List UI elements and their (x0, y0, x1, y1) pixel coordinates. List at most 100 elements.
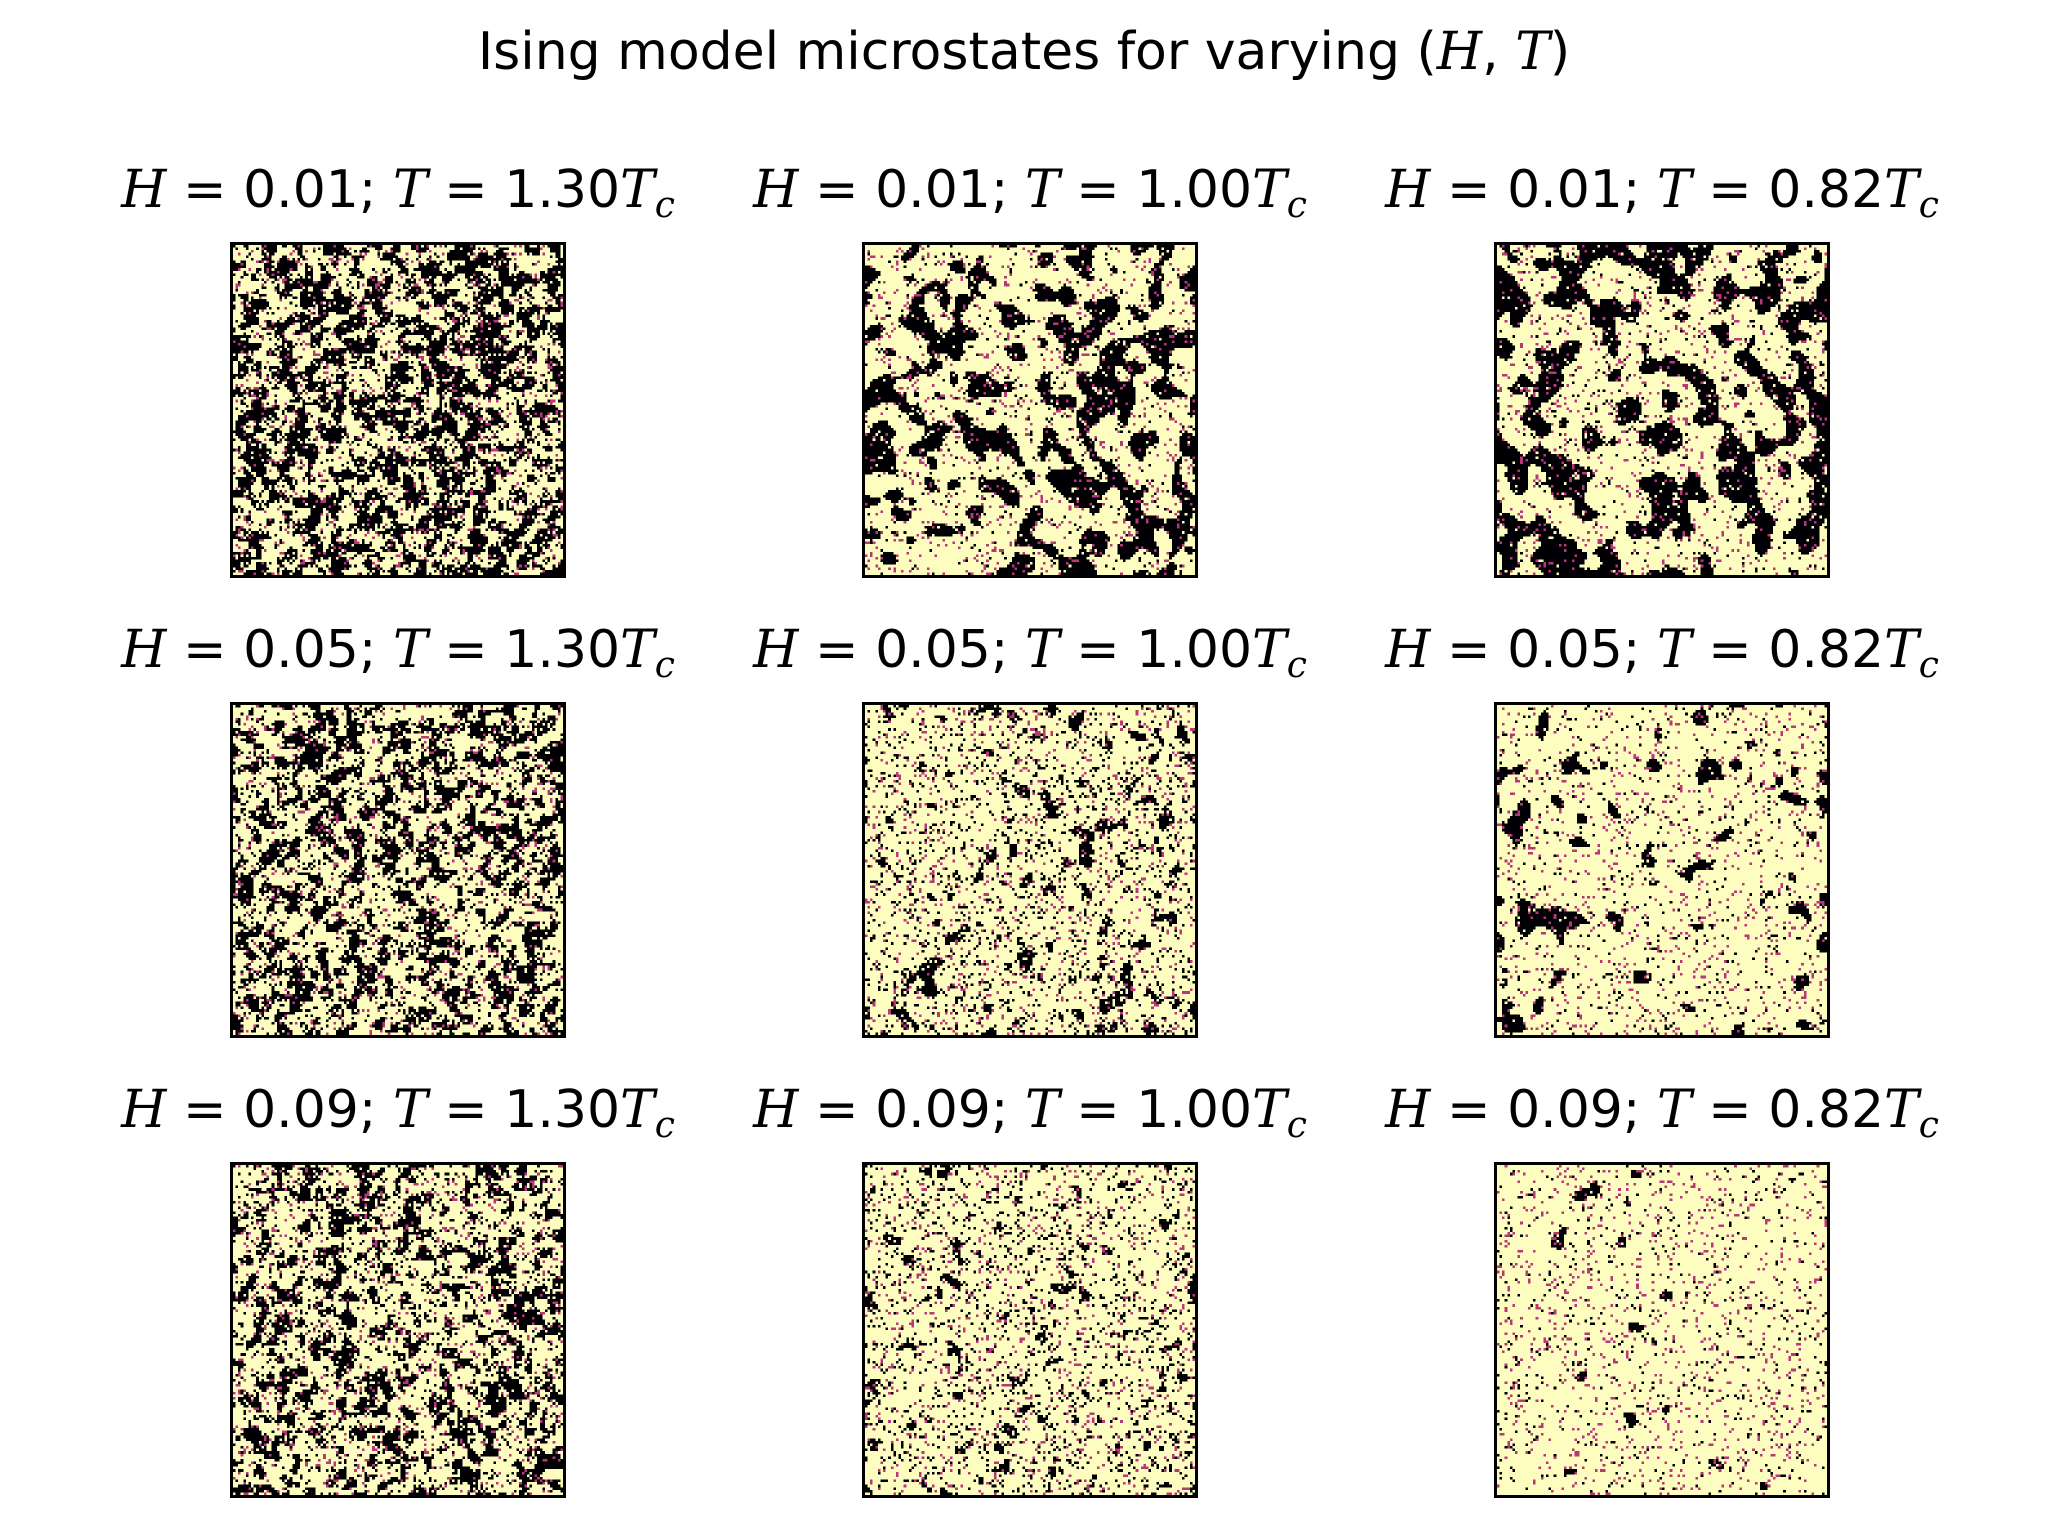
panel-title-eq: = (1059, 1080, 1137, 1140)
figure-title-suffix: ) (1549, 22, 1571, 82)
panel-title-sep: ; (990, 1080, 1025, 1140)
panel-title-eq: = (798, 620, 876, 680)
panel-title: H = 0.05; T = 1.30Tc (118, 620, 678, 684)
panel-title-eq: = (1691, 1080, 1769, 1140)
panel-title-sep: ; (358, 160, 393, 220)
spin-lattice-heatmap (1494, 1162, 1830, 1498)
panel-title-t-value: 0.82 (1768, 620, 1885, 680)
spin-lattice-heatmap (1494, 242, 1830, 578)
panel-title-tc-subscript: c (654, 185, 675, 226)
panel-title-eq: = (1430, 620, 1508, 680)
panel-title-h-symbol: H (121, 160, 167, 220)
panel-title-tc-symbol: T (620, 620, 655, 680)
panel-title-tc-subscript: c (1286, 185, 1307, 226)
panel-title-t-value: 1.00 (1136, 620, 1253, 680)
spin-lattice-heatmap (862, 702, 1198, 1038)
panel-title-tc-subscript: c (1286, 1105, 1307, 1146)
panel-title-sep: ; (1622, 160, 1657, 220)
panel-title-sep: ; (1622, 620, 1657, 680)
panel-title-eq: = (166, 1080, 244, 1140)
panel-title-tc-symbol: T (1252, 620, 1287, 680)
panel-title-h-symbol: H (753, 620, 799, 680)
panel-title-t-symbol: T (1656, 160, 1692, 220)
panel-title-tc-subscript: c (1286, 645, 1307, 686)
panel-title-tc-subscript: c (1918, 1105, 1939, 1146)
panel-title-eq: = (427, 160, 505, 220)
panel-title-t-symbol: T (1656, 620, 1692, 680)
figure-title-t: T (1515, 22, 1550, 82)
spin-lattice-heatmap (1494, 702, 1830, 1038)
panel-title-h-value: 0.09 (875, 1080, 991, 1140)
panel-title-t-symbol: T (1656, 1080, 1692, 1140)
panel-title-t-symbol: T (392, 160, 428, 220)
panel-title-t-symbol: T (1024, 620, 1060, 680)
panel-title-sep: ; (990, 160, 1025, 220)
panel-title: H = 0.05; T = 0.82Tc (1382, 620, 1942, 684)
panel-title-t-symbol: T (1024, 160, 1060, 220)
panel-title-h-value: 0.01 (875, 160, 991, 220)
figure-title-prefix: Ising model microstates for varying ( (477, 22, 1437, 82)
panel-title: H = 0.01; T = 0.82Tc (1382, 160, 1942, 224)
panel-title-tc-symbol: T (1252, 160, 1287, 220)
panel-title-eq: = (1691, 620, 1769, 680)
panel-title-t-value: 0.82 (1768, 1080, 1885, 1140)
panel-title-h-value: 0.09 (243, 1080, 359, 1140)
panel-title-h-symbol: H (753, 160, 799, 220)
panel-title-eq: = (798, 160, 876, 220)
panel-title-eq: = (427, 1080, 505, 1140)
panel-title-eq: = (166, 620, 244, 680)
panel-title: H = 0.05; T = 1.00Tc (750, 620, 1310, 684)
panel-title-eq: = (1059, 160, 1137, 220)
panel-title-tc-subscript: c (1918, 185, 1939, 226)
panel-title-tc-symbol: T (620, 160, 655, 220)
panel-title-t-symbol: T (392, 620, 428, 680)
panel-title-h-value: 0.05 (875, 620, 991, 680)
panel-title-tc-subscript: c (654, 645, 675, 686)
panel-title: H = 0.09; T = 1.00Tc (750, 1080, 1310, 1144)
panel-title-tc-symbol: T (1252, 1080, 1287, 1140)
panel-title: H = 0.09; T = 1.30Tc (118, 1080, 678, 1144)
panel-title-sep: ; (1622, 1080, 1657, 1140)
panel-title: H = 0.09; T = 0.82Tc (1382, 1080, 1942, 1144)
spin-lattice-heatmap (862, 1162, 1198, 1498)
panel-title-eq: = (1430, 160, 1508, 220)
panel-title-eq: = (427, 620, 505, 680)
panel-title-eq: = (166, 160, 244, 220)
panel-title-h-value: 0.01 (1507, 160, 1623, 220)
panel-title-h-symbol: H (121, 620, 167, 680)
panel-title-eq: = (1059, 620, 1137, 680)
figure-title-comma: , (1482, 22, 1516, 82)
panel-title: H = 0.01; T = 1.30Tc (118, 160, 678, 224)
figure-title-h: H (1436, 22, 1483, 82)
panel-title-sep: ; (358, 1080, 393, 1140)
panel-title-sep: ; (358, 620, 393, 680)
panel-title-tc-subscript: c (1918, 645, 1939, 686)
panel-title-tc-symbol: T (620, 1080, 655, 1140)
panel-title-h-symbol: H (1385, 1080, 1431, 1140)
panel-title-sep: ; (990, 620, 1025, 680)
panel-title-eq: = (1691, 160, 1769, 220)
spin-lattice-heatmap (230, 242, 566, 578)
panel-title-tc-subscript: c (654, 1105, 675, 1146)
panel-title-t-value: 1.00 (1136, 160, 1253, 220)
panel-title-t-symbol: T (392, 1080, 428, 1140)
panel-title-t-symbol: T (1024, 1080, 1060, 1140)
panel-title-tc-symbol: T (1884, 620, 1919, 680)
panel-title: H = 0.01; T = 1.00Tc (750, 160, 1310, 224)
panel-title-t-value: 1.00 (1136, 1080, 1253, 1140)
panel-title-h-symbol: H (121, 1080, 167, 1140)
figure-title: Ising model microstates for varying (H, … (0, 22, 2048, 82)
panel-title-t-value: 1.30 (504, 160, 621, 220)
panel-title-tc-symbol: T (1884, 1080, 1919, 1140)
panel-title-h-value: 0.01 (243, 160, 359, 220)
panel-title-t-value: 0.82 (1768, 160, 1885, 220)
panel-title-h-value: 0.05 (243, 620, 359, 680)
panel-title-h-symbol: H (1385, 160, 1431, 220)
panel-title-h-symbol: H (753, 1080, 799, 1140)
panel-title-eq: = (798, 1080, 876, 1140)
spin-lattice-heatmap (230, 1162, 566, 1498)
panel-title-h-value: 0.05 (1507, 620, 1623, 680)
panel-title-h-value: 0.09 (1507, 1080, 1623, 1140)
panel-title-t-value: 1.30 (504, 1080, 621, 1140)
panel-title-eq: = (1430, 1080, 1508, 1140)
